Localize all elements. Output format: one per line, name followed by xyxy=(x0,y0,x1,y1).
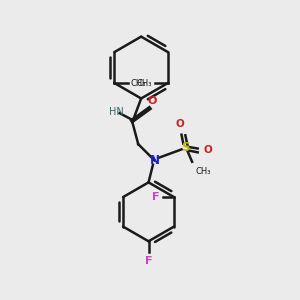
Text: F: F xyxy=(145,256,152,266)
Text: S: S xyxy=(181,141,190,154)
Text: CH₃: CH₃ xyxy=(195,167,211,176)
Text: O: O xyxy=(175,119,184,129)
Text: CH₃: CH₃ xyxy=(136,79,152,88)
Text: O: O xyxy=(203,145,212,155)
Text: CH₃: CH₃ xyxy=(130,79,146,88)
Text: F: F xyxy=(152,192,160,202)
Text: N: N xyxy=(149,154,159,167)
Text: HN: HN xyxy=(109,107,124,117)
Text: O: O xyxy=(147,96,157,106)
